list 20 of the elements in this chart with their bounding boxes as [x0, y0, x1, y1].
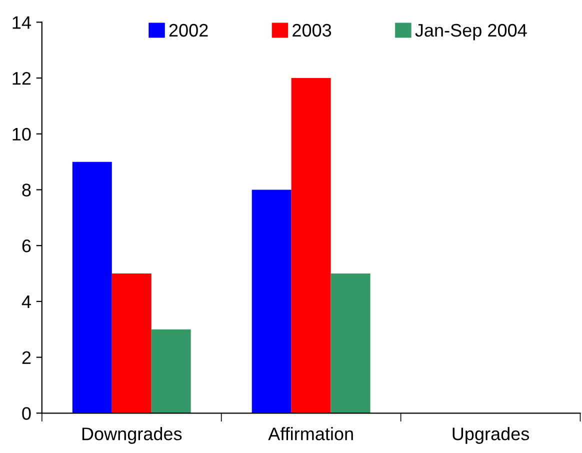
bar — [252, 190, 292, 414]
y-tick-label: 8 — [22, 184, 31, 196]
x-tick-label: Upgrades — [452, 427, 530, 444]
x-tick-label: Affirmation — [268, 427, 353, 440]
legend-label: 2002 — [169, 24, 208, 37]
y-tick-label: 10 — [12, 128, 31, 141]
bar — [291, 78, 331, 414]
bar — [330, 274, 370, 414]
bar — [112, 274, 152, 414]
bar — [72, 162, 112, 414]
y-tick-label: 4 — [22, 296, 31, 308]
y-tick-label: 6 — [22, 240, 31, 252]
x-tick-label: Downgrades — [82, 427, 182, 444]
legend-label: Jan-Sep 2004 — [415, 24, 527, 40]
bar — [151, 329, 191, 414]
y-tick-label: 0 — [22, 407, 31, 420]
y-tick-label: 2 — [22, 351, 31, 364]
y-tick-label: 14 — [12, 16, 31, 29]
legend-label: 2003 — [292, 24, 332, 37]
y-tick-label: 12 — [12, 72, 31, 85]
